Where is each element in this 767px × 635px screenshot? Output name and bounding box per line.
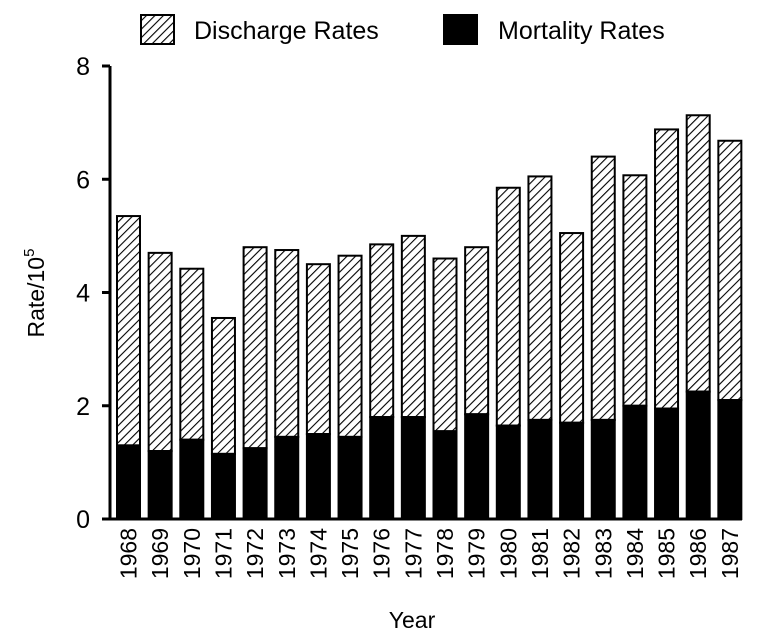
bar-discharge-1980 <box>495 186 521 427</box>
bar-discharge-1984 <box>622 174 648 407</box>
bars <box>116 114 743 521</box>
x-tick-label: 1978 <box>432 528 458 579</box>
legend: Discharge Rates Mortality Rates <box>140 14 665 45</box>
x-tick-label: 1985 <box>654 528 680 579</box>
x-tick-label: 1973 <box>274 528 300 579</box>
bar-discharge-1975 <box>337 254 363 438</box>
bar-discharge-1978 <box>432 257 458 433</box>
bar-discharge-1987 <box>717 139 743 402</box>
bar-discharge-1971 <box>210 316 236 455</box>
bar-discharge-1977 <box>400 234 426 419</box>
x-tick-label: 1969 <box>147 528 173 579</box>
bar-discharge-1974 <box>305 263 331 436</box>
bar-mortality-1985 <box>654 407 680 520</box>
bar-mortality-1981 <box>527 418 553 520</box>
bar-mortality-1976 <box>369 416 395 521</box>
y-tick-label: 6 <box>76 166 90 194</box>
bar-discharge-1981 <box>527 175 553 421</box>
x-tick-label: 1974 <box>305 528 331 579</box>
bar-mortality-1975 <box>337 435 363 520</box>
y-tick-label: 0 <box>76 506 90 534</box>
x-tick-label: 1972 <box>242 528 268 579</box>
bar-discharge-1986 <box>685 114 711 393</box>
bar-discharge-1968 <box>116 215 141 447</box>
y-tick-label: 8 <box>76 53 90 81</box>
x-tick-label: 1975 <box>337 528 363 579</box>
bar-mortality-1971 <box>210 452 236 521</box>
bar-discharge-1973 <box>274 249 300 438</box>
x-tick-label: 1987 <box>717 528 743 579</box>
y-axis-title-superscript: 5 <box>21 249 38 257</box>
bar-mortality-1980 <box>495 424 521 521</box>
x-tick-label: 1983 <box>590 528 616 579</box>
bar-mortality-1974 <box>305 433 331 520</box>
x-tick-label: 1986 <box>685 528 711 579</box>
bar-mortality-1970 <box>179 438 205 521</box>
legend-label-discharge: Discharge Rates <box>194 17 379 45</box>
x-tick-label: 1976 <box>369 528 395 579</box>
legend-swatch-mortality <box>443 14 478 45</box>
bar-mortality-1977 <box>400 416 426 521</box>
bar-discharge-1985 <box>654 128 680 410</box>
bar-mortality-1986 <box>685 390 711 520</box>
bar-discharge-1969 <box>147 251 173 453</box>
bar-mortality-1978 <box>432 430 458 521</box>
legend-label-mortality: Mortality Rates <box>498 17 665 45</box>
x-axis-title: Year <box>389 607 436 633</box>
bar-mortality-1973 <box>274 435 300 520</box>
bar-discharge-1972 <box>242 246 268 450</box>
svg-text:Rate/105: Rate/105 <box>21 249 49 338</box>
bar-discharge-1983 <box>590 155 616 421</box>
bar-mortality-1987 <box>717 399 743 520</box>
y-axis-title: Rate/105 <box>21 249 49 338</box>
x-tick-label: 1984 <box>622 528 648 579</box>
x-tick-label: 1968 <box>116 528 142 579</box>
bar-discharge-1970 <box>179 267 205 441</box>
x-axis-labels: 1968 1969 1970 1971 1972 1973 1974 1975 1976 1977… <box>116 528 743 579</box>
bar-mortality-1968 <box>116 444 141 521</box>
bar-mortality-1972 <box>242 447 268 520</box>
bar-mortality-1982 <box>559 421 585 520</box>
bar-discharge-1976 <box>369 243 395 419</box>
bar-discharge-1982 <box>559 232 585 424</box>
bar-discharge-1979 <box>464 246 490 416</box>
x-tick-label: 1980 <box>495 528 521 579</box>
y-axis: 0 2 4 6 8 <box>76 53 110 534</box>
x-tick-label: 1977 <box>400 528 426 579</box>
bar-mortality-1984 <box>622 404 648 520</box>
y-axis-title-text: Rate/10 <box>23 257 49 338</box>
bar-mortality-1983 <box>590 418 616 520</box>
x-tick-label: 1970 <box>179 528 205 579</box>
legend-swatch-discharge <box>140 14 175 45</box>
y-tick-label: 2 <box>76 393 90 421</box>
x-tick-label: 1981 <box>527 528 553 579</box>
bar-mortality-1979 <box>464 413 490 520</box>
x-tick-label: 1982 <box>559 528 585 579</box>
bar-mortality-1969 <box>147 450 173 520</box>
x-tick-label: 1971 <box>210 528 236 579</box>
y-tick-label: 4 <box>76 280 90 308</box>
x-tick-label: 1979 <box>464 528 490 579</box>
